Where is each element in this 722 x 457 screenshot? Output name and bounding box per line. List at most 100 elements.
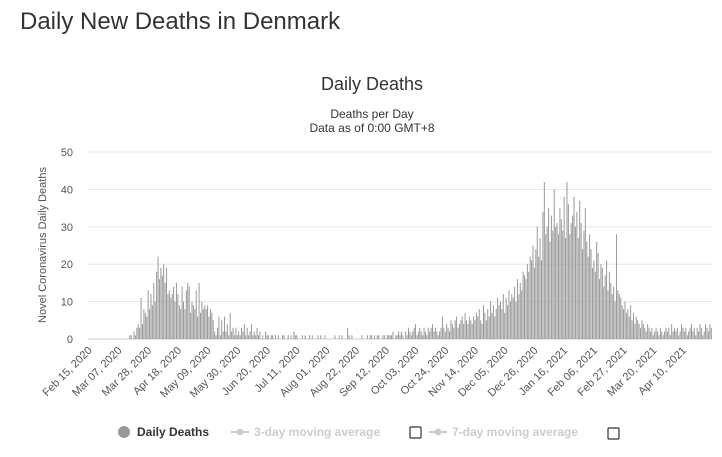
bar [600,264,602,339]
bar [219,335,221,339]
bar [693,327,695,339]
bar [215,335,217,339]
bar [371,335,373,339]
bar [378,335,380,339]
checkbox-3day-average[interactable] [409,426,422,439]
bar [146,316,148,339]
bar [143,309,145,339]
bar [383,335,385,339]
bar [524,275,526,339]
bar [441,316,443,339]
bar [468,316,470,339]
bar [229,312,231,339]
bar [542,211,544,339]
bar [593,260,595,339]
bar [698,331,700,339]
bar [550,215,552,339]
bar-series-daily-deaths [129,181,712,339]
bar [218,316,220,339]
bar [456,316,458,339]
bar [158,279,160,339]
bar [173,286,175,339]
bar [324,335,326,339]
bar [287,335,289,339]
bar [685,327,687,339]
bar [630,305,632,339]
bar [429,331,431,339]
y-tick-label: 0 [67,334,73,346]
bar [154,301,156,339]
bar [180,309,182,339]
bar [195,290,197,339]
bar [710,327,712,339]
bar [334,335,336,339]
bar [601,267,603,339]
y-axis-ticks: 0 10 20 30 40 50 [61,147,73,346]
bar [614,301,616,339]
bar [533,267,535,339]
bar [304,335,306,339]
bar [181,286,183,339]
checkbox-7day-average[interactable] [607,427,620,440]
y-tick-label: 10 [61,297,73,309]
bar [539,238,541,339]
bar [507,305,509,339]
bar [156,271,158,339]
bar [415,324,417,339]
bar [267,335,269,339]
bar [679,331,681,339]
bar [168,290,170,339]
bar [386,335,388,339]
bar [320,335,322,339]
bar [417,331,419,339]
bar [136,327,138,339]
bar [233,335,235,339]
legend-item-3day-average[interactable]: 3-day moving average [254,425,380,439]
bar [632,312,634,339]
legend-marker-daily-deaths[interactable] [118,426,130,438]
bar [640,327,642,339]
y-tick-label: 40 [61,184,73,196]
bar [599,279,601,339]
bar [596,241,598,339]
bar [420,331,422,339]
bar [624,301,626,339]
bar [508,290,510,339]
bar [208,316,210,339]
bar [243,324,245,339]
bar [603,286,605,339]
bar [541,260,542,339]
bar [245,335,247,339]
bar [226,324,228,339]
bar [388,335,390,339]
bar [671,324,673,339]
bar [502,294,504,339]
bar [405,331,407,339]
bar [270,335,272,339]
bar [484,312,486,339]
bar [167,294,169,339]
bar [621,305,623,339]
bar [463,324,465,339]
bar [129,335,131,339]
bar [265,331,267,339]
bar [528,271,530,339]
legend-item-7day-average[interactable]: 7-day moving average [452,425,578,439]
bar [700,327,702,339]
bar [433,331,435,339]
bar [627,309,629,339]
bar [674,327,675,339]
bar [645,331,647,339]
bar [665,327,667,339]
bar [262,335,264,339]
bar [471,324,473,339]
bar [214,331,216,339]
bar [518,294,520,339]
bar [583,230,585,339]
bar [477,316,479,339]
legend-item-daily-deaths[interactable]: Daily Deaths [137,425,209,439]
bar [464,312,466,339]
bar [225,331,227,339]
bar [529,256,531,339]
bar [597,252,599,339]
